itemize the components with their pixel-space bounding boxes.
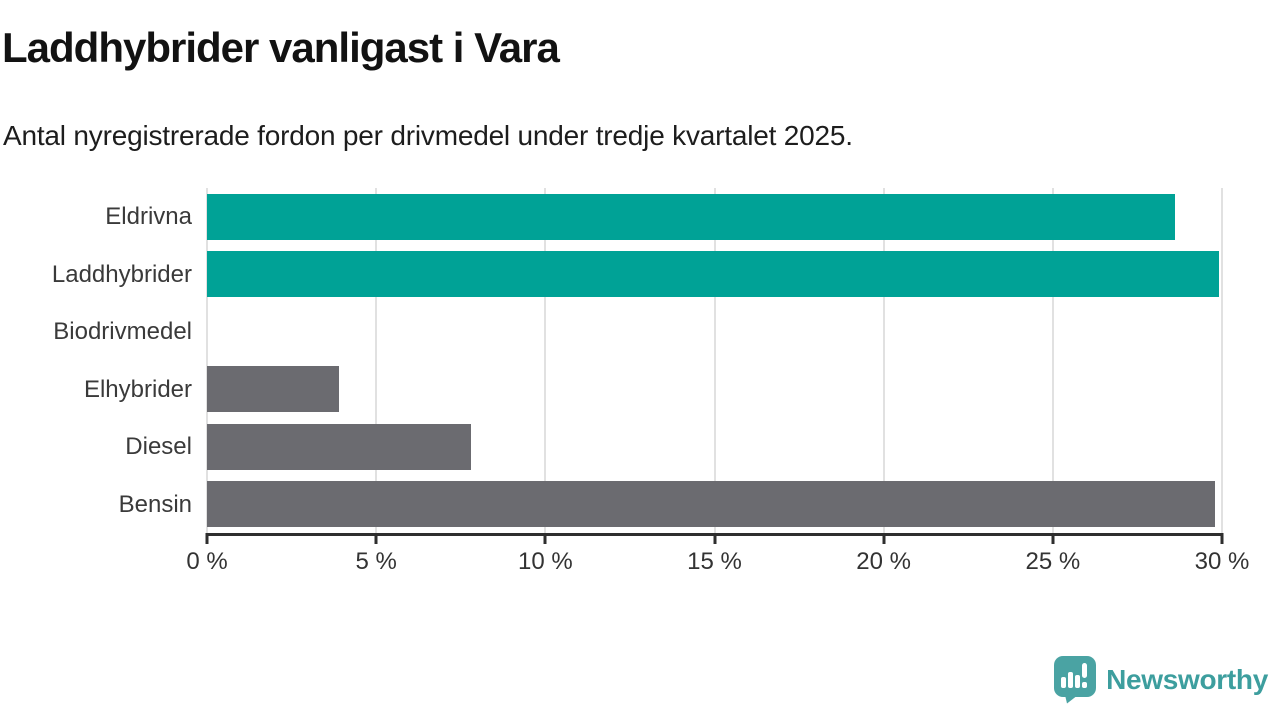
gridline xyxy=(1051,188,1054,533)
gridline xyxy=(882,188,885,533)
category-label: Laddhybrider xyxy=(51,260,192,288)
gridline xyxy=(544,188,547,533)
newsworthy-logo-icon xyxy=(1054,656,1097,704)
axis-tick xyxy=(713,533,716,544)
category-label: Bensin xyxy=(118,490,192,518)
x-tick-label: 10 % xyxy=(517,548,573,575)
x-tick-label: 20 % xyxy=(856,548,912,575)
x-tick-label: 5 % xyxy=(355,548,397,575)
category-label: Diesel xyxy=(125,433,192,460)
bar-diesel xyxy=(207,423,471,470)
brand-name: Newsworthy xyxy=(1106,663,1268,695)
x-tick-label: 15 % xyxy=(687,548,742,575)
bar-bensin xyxy=(207,481,1216,528)
gridline xyxy=(375,188,378,533)
axis-tick xyxy=(543,533,547,544)
axis-tick xyxy=(1220,533,1224,544)
chart-title: Laddhybrider vanligast i Vara xyxy=(2,24,560,71)
category-label: Eldrivna xyxy=(105,203,192,230)
bar-laddhybrider xyxy=(207,251,1219,298)
chart-subtitle: Antal nyregistrerade fordon per drivmede… xyxy=(3,120,853,151)
axis-tick xyxy=(1051,533,1055,544)
category-label: Elhybrider xyxy=(83,375,192,403)
gridline xyxy=(206,188,208,533)
bar-eldrivna xyxy=(207,193,1175,240)
category-label: Biodrivmedel xyxy=(53,318,192,345)
gridline xyxy=(1221,188,1223,533)
brand-footer: Newsworthy xyxy=(1053,655,1268,704)
axis-tick xyxy=(882,533,886,544)
plot-area: 0 % 5 % 10 % 15 % 20 % 25 % 30 % xyxy=(186,188,1249,575)
category-axis: Eldrivna Laddhybrider Biodrivmedel Elhybrid… xyxy=(0,188,192,533)
x-tick-label: 25 % xyxy=(1025,548,1081,575)
gridline xyxy=(713,188,716,533)
x-tick-label: 30 % xyxy=(1194,548,1250,575)
x-tick-label: 0 % xyxy=(186,548,228,575)
axis-tick xyxy=(205,533,209,544)
axis-tick xyxy=(374,533,378,544)
bar-elhybrider xyxy=(207,366,339,413)
